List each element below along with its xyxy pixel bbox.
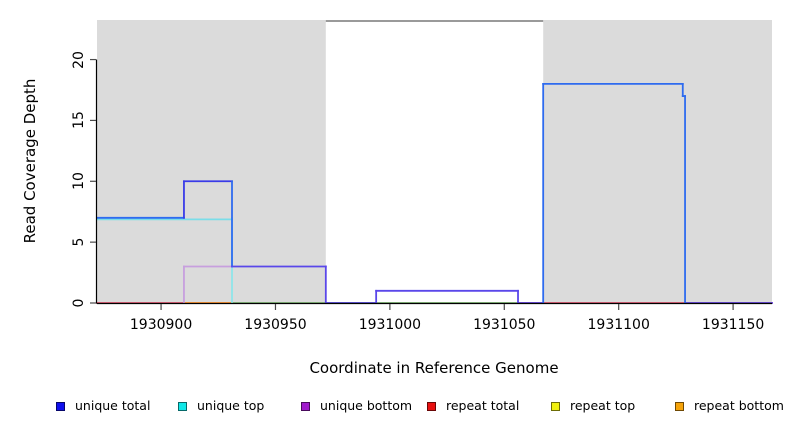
y-tick-label: 20 [71,50,87,69]
x-tick-label: 1931100 [587,317,650,333]
y-tick-label: 5 [71,237,87,247]
x-tick-label: 1930950 [244,317,307,333]
x-axis-title: Coordinate in Reference Genome [309,359,559,377]
shaded-region [97,20,326,303]
y-axis-title: Read Coverage Depth [21,78,39,244]
y-tick-label: 10 [71,172,87,191]
x-tick-label: 1931000 [358,317,422,333]
y-tick-label: 0 [71,298,87,308]
x-tick-label: 1931050 [473,317,536,333]
x-tick-label: 1931150 [701,317,765,333]
x-tick-label: 1930900 [129,317,193,333]
shaded-region [543,20,772,303]
y-tick-label: 15 [71,111,87,130]
